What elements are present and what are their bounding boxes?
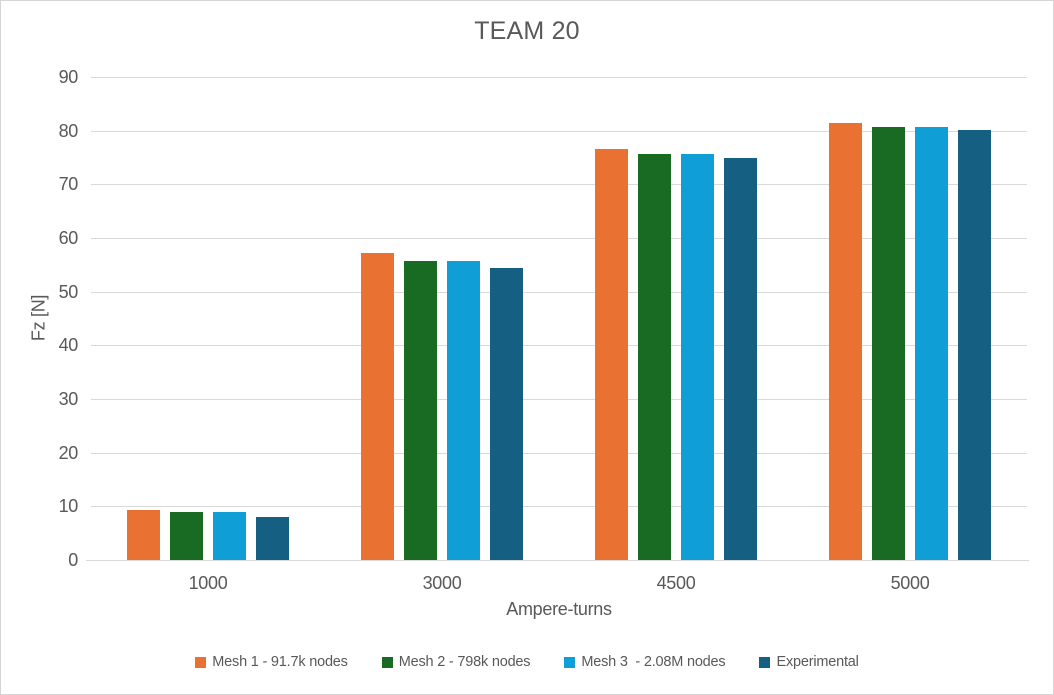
x-axis-line xyxy=(86,559,1029,561)
gridline-90 xyxy=(91,77,1027,78)
legend-item-3: Mesh 3 - 2.08M nodes xyxy=(564,654,726,670)
legend-swatch-icon xyxy=(381,656,393,668)
bar-series1-cat-4500 xyxy=(594,149,629,560)
gridline-20 xyxy=(91,452,1027,454)
y-tick-label-10: 10 xyxy=(58,496,79,517)
x-tick-label-3000: 3000 xyxy=(422,573,462,593)
bar-series2-cat-5000 xyxy=(871,127,906,560)
bar-series3-cat-5000 xyxy=(914,127,949,560)
legend-label: Mesh 3 - 2.08M nodes xyxy=(581,654,726,670)
bar-series3-cat-1000 xyxy=(212,512,247,560)
gridline-80 xyxy=(91,130,1027,132)
legend: Mesh 1 - 91.7k nodes Mesh 2 - 798k nodes M… xyxy=(1,654,1053,670)
gridline-50 xyxy=(91,291,1027,293)
legend-swatch-icon xyxy=(564,656,576,668)
y-tick-label-40: 40 xyxy=(58,335,79,356)
gridline-10 xyxy=(91,506,1027,508)
legend-label: Mesh 2 - 798k nodes xyxy=(398,654,531,670)
legend-label: Experimental xyxy=(776,654,859,670)
bar-series2-cat-3000 xyxy=(403,260,438,560)
y-tick-label-70: 70 xyxy=(58,174,79,195)
plot-area xyxy=(86,77,1029,561)
bar-series2-cat-4500 xyxy=(637,154,672,560)
bar-series4-cat-4500 xyxy=(723,157,758,560)
legend-item-4: Experimental xyxy=(759,654,859,670)
x-tick-label-5000: 5000 xyxy=(890,573,930,593)
bar-series1-cat-1000 xyxy=(126,509,161,560)
y-tick-label-60: 60 xyxy=(58,228,79,248)
y-tick-label-50: 50 xyxy=(58,281,79,302)
x-tick-label-1000: 1000 xyxy=(188,573,228,593)
bar-series3-cat-4500 xyxy=(680,154,715,560)
x-axis-title: Ampere-turns xyxy=(506,599,612,619)
gridline-60 xyxy=(91,238,1027,239)
legend-item-1: Mesh 1 - 91.7k nodes xyxy=(195,654,348,670)
bar-series1-cat-3000 xyxy=(360,253,395,560)
bar-series4-cat-5000 xyxy=(957,130,992,560)
bar-series3-cat-3000 xyxy=(446,260,481,560)
y-tick-label-90: 90 xyxy=(58,67,79,87)
gridline-40 xyxy=(91,345,1027,347)
legend-swatch-icon xyxy=(759,656,771,668)
bar-series2-cat-1000 xyxy=(169,512,204,560)
legend-label: Mesh 1 - 91.7k nodes xyxy=(212,654,348,670)
bar-series1-cat-5000 xyxy=(828,122,863,560)
gridline-70 xyxy=(91,184,1027,186)
x-tick-label-4500: 4500 xyxy=(656,573,696,593)
chart-title: TEAM 20 xyxy=(474,17,580,45)
y-tick-label-80: 80 xyxy=(58,120,79,141)
y-tick-label-20: 20 xyxy=(58,442,79,463)
y-tick-label-0: 0 xyxy=(68,550,78,570)
bar-series4-cat-3000 xyxy=(489,268,524,560)
legend-swatch-icon xyxy=(195,656,207,668)
legend-item-2: Mesh 2 - 798k nodes xyxy=(381,654,531,670)
gridline-30 xyxy=(91,399,1027,400)
bar-series4-cat-1000 xyxy=(255,516,290,560)
y-tick-label-30: 30 xyxy=(58,389,79,409)
